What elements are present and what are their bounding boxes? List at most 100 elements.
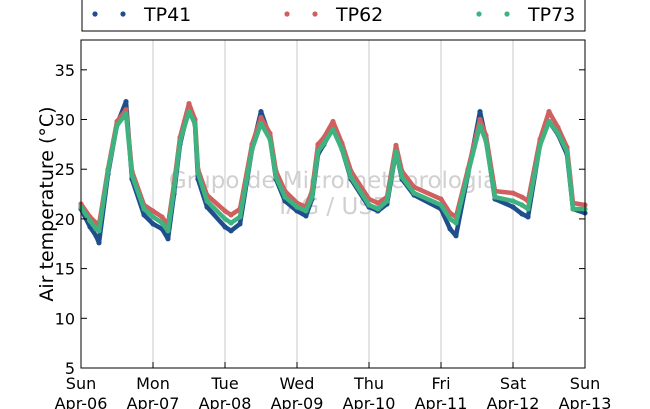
data-point [537, 142, 543, 148]
legend-marker [504, 11, 510, 17]
x-tick-date: Apr-07 [127, 394, 180, 409]
data-point [375, 206, 381, 212]
data-point [375, 200, 381, 206]
data-point [447, 216, 453, 222]
data-point [192, 120, 198, 127]
data-point [330, 126, 336, 133]
data-point [186, 108, 192, 115]
data-point [96, 228, 102, 234]
series-TP73 [78, 108, 588, 234]
legend-marker [284, 11, 290, 17]
data-point [519, 202, 525, 208]
data-point [348, 174, 354, 180]
x-tick-day: Mon [136, 374, 170, 393]
data-point [321, 140, 327, 146]
data-point [309, 194, 315, 200]
x-tick-day: Wed [280, 374, 315, 393]
legend: TP41 TP62 TP73 [81, 0, 586, 32]
data-point [186, 101, 192, 107]
y-tick-label: 30 [55, 111, 75, 130]
data-point [87, 218, 93, 224]
data-point [228, 220, 234, 226]
data-point [303, 213, 309, 219]
data-point [123, 99, 129, 105]
data-point [546, 108, 552, 115]
data-point [465, 170, 471, 176]
data-point [510, 198, 516, 204]
data-point [555, 130, 561, 137]
data-point [195, 170, 201, 176]
data-point [258, 108, 264, 115]
data-point [165, 236, 171, 242]
data-point [525, 206, 531, 212]
x-axis: SunApr-06MonApr-07TueApr-08WedApr-09ThuA… [55, 362, 612, 409]
legend-marker [92, 11, 98, 17]
x-tick-date: Apr-09 [271, 394, 324, 409]
y-tick-label: 20 [55, 210, 75, 229]
y-tick-label: 25 [55, 160, 75, 179]
data-point [105, 168, 111, 174]
legend-label: TP41 [143, 4, 191, 26]
data-point [570, 206, 576, 212]
data-point [519, 211, 525, 217]
x-tick-date: Apr-08 [199, 394, 252, 409]
data-point [303, 208, 309, 214]
data-point [141, 212, 147, 218]
data-point [282, 194, 288, 200]
data-point [150, 221, 156, 227]
data-point [447, 226, 453, 232]
data-point [222, 216, 228, 222]
watermark-line-1: Grupo de Micrometeorologia [169, 168, 497, 194]
data-point [228, 212, 234, 218]
legend-marker [476, 11, 482, 17]
data-point [93, 233, 99, 239]
y-tick-label: 5 [65, 359, 75, 378]
data-point [237, 221, 243, 227]
legend-marker [120, 11, 126, 17]
legend-item-TP73: TP73 [476, 4, 575, 26]
data-point [258, 120, 264, 127]
data-point [510, 204, 516, 210]
x-tick-day: Sun [570, 374, 600, 393]
data-point [393, 148, 399, 154]
data-point [249, 146, 255, 152]
data-point [546, 118, 552, 125]
data-point [315, 141, 321, 147]
y-tick-label: 35 [55, 61, 75, 80]
data-point [159, 220, 165, 226]
y-tick-label: 15 [55, 260, 75, 279]
data-point [129, 172, 135, 178]
legend-label: TP73 [527, 4, 575, 26]
data-point [339, 146, 345, 152]
data-point [483, 138, 489, 144]
plot-frame [80, 39, 586, 369]
x-tick-day: Fri [431, 374, 450, 393]
x-tick-date: Apr-10 [343, 394, 396, 409]
y-axis: 5 10 15 20 25 30 35 [55, 61, 585, 378]
x-tick-day: Tue [210, 374, 238, 393]
legend-marker [312, 11, 318, 17]
series-layer [78, 99, 588, 246]
y-axis-label: Air temperature (°C) [36, 106, 58, 301]
data-point [237, 214, 243, 220]
data-point [150, 214, 156, 220]
data-point [159, 214, 165, 220]
y-tick-label: 10 [55, 309, 75, 328]
data-point [315, 148, 321, 154]
data-point [477, 122, 483, 129]
x-tick-date: Apr-13 [559, 394, 612, 409]
data-point [525, 214, 531, 220]
data-point [123, 110, 129, 117]
data-point [366, 202, 372, 208]
data-point [204, 198, 210, 204]
data-point [477, 108, 483, 115]
x-tick-day: Sun [66, 374, 96, 393]
data-point [411, 190, 417, 196]
legend-label: TP62 [335, 4, 383, 26]
data-point [510, 190, 516, 196]
data-point [477, 116, 483, 123]
data-point [267, 136, 273, 142]
data-point [141, 206, 147, 212]
data-point [96, 240, 102, 246]
